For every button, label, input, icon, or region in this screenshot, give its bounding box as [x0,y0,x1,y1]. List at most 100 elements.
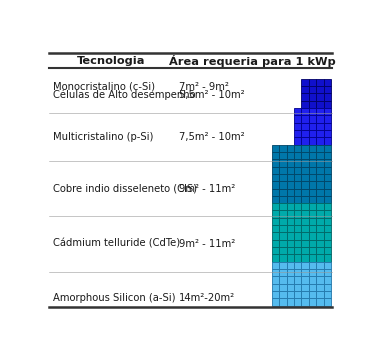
Text: Células de Alto desempenho: Células de Alto desempenho [53,89,195,100]
Bar [309,93,316,101]
Bar [301,254,309,262]
Bar [272,174,279,181]
Bar [324,101,331,108]
Bar [294,130,301,137]
Bar [294,174,301,181]
Bar [294,152,301,159]
Bar [301,262,309,269]
Bar [287,254,294,262]
Bar [287,189,294,196]
Bar [272,166,279,174]
Bar [279,240,287,247]
Bar [272,159,279,166]
Bar [324,262,331,269]
Bar [324,137,331,145]
Text: Cádmium telluride (CdTe): Cádmium telluride (CdTe) [53,239,180,249]
Bar [301,218,309,225]
Bar [309,115,316,123]
Bar [316,210,324,218]
Bar [301,225,309,232]
Bar [301,291,309,298]
Bar [272,247,279,254]
Bar [301,130,309,137]
Bar [301,203,309,210]
Text: 9m² - 11m²: 9m² - 11m² [179,239,235,249]
Bar [279,196,287,203]
Bar [309,247,316,254]
Bar [324,159,331,166]
Bar [294,298,301,306]
Bar [309,284,316,291]
Bar [316,166,324,174]
Bar [279,254,287,262]
Bar [287,284,294,291]
Bar [279,262,287,269]
Bar [279,218,287,225]
Bar [294,262,301,269]
Bar [324,93,331,101]
Bar [301,79,309,86]
Bar [324,254,331,262]
Bar [301,101,309,108]
Bar [301,247,309,254]
Bar [324,108,331,115]
Bar [294,210,301,218]
Bar [316,284,324,291]
Bar [294,232,301,240]
Bar [324,225,331,232]
Text: 5,5m² - 10m²: 5,5m² - 10m² [179,90,245,100]
Bar [316,203,324,210]
Bar [324,86,331,93]
Bar [324,152,331,159]
Bar [279,152,287,159]
Bar [287,247,294,254]
Bar [279,159,287,166]
Bar [316,79,324,86]
Bar [294,225,301,232]
Text: Tecnologia: Tecnologia [77,56,145,66]
Bar [294,284,301,291]
Bar [309,210,316,218]
Bar [324,291,331,298]
Bar [279,210,287,218]
Bar [294,123,301,130]
Bar [272,189,279,196]
Bar [316,262,324,269]
Bar [324,276,331,284]
Bar [272,218,279,225]
Bar [316,276,324,284]
Bar [316,240,324,247]
Bar [279,276,287,284]
Bar [324,203,331,210]
Bar [272,284,279,291]
Bar [272,145,279,152]
Bar [287,159,294,166]
Bar [324,210,331,218]
Bar [272,240,279,247]
Bar [324,130,331,137]
Bar [294,196,301,203]
Bar [279,269,287,276]
Text: Amorphous Silicon (a-Si): Amorphous Silicon (a-Si) [53,293,175,303]
Bar [301,189,309,196]
Bar [316,269,324,276]
Bar [316,123,324,130]
Bar [301,284,309,291]
Bar [316,115,324,123]
Bar [309,101,316,108]
Bar [309,240,316,247]
Text: 9m² - 11m²: 9m² - 11m² [179,183,235,194]
Bar [301,166,309,174]
Bar [309,145,316,152]
Bar [316,130,324,137]
Text: Área requeria para 1 kWp: Área requeria para 1 kWp [169,55,336,67]
Bar [309,166,316,174]
Bar [272,225,279,232]
Bar [309,298,316,306]
Bar [324,284,331,291]
Bar [316,291,324,298]
Bar [272,262,279,269]
Bar [301,86,309,93]
Bar [272,276,279,284]
Bar [309,130,316,137]
